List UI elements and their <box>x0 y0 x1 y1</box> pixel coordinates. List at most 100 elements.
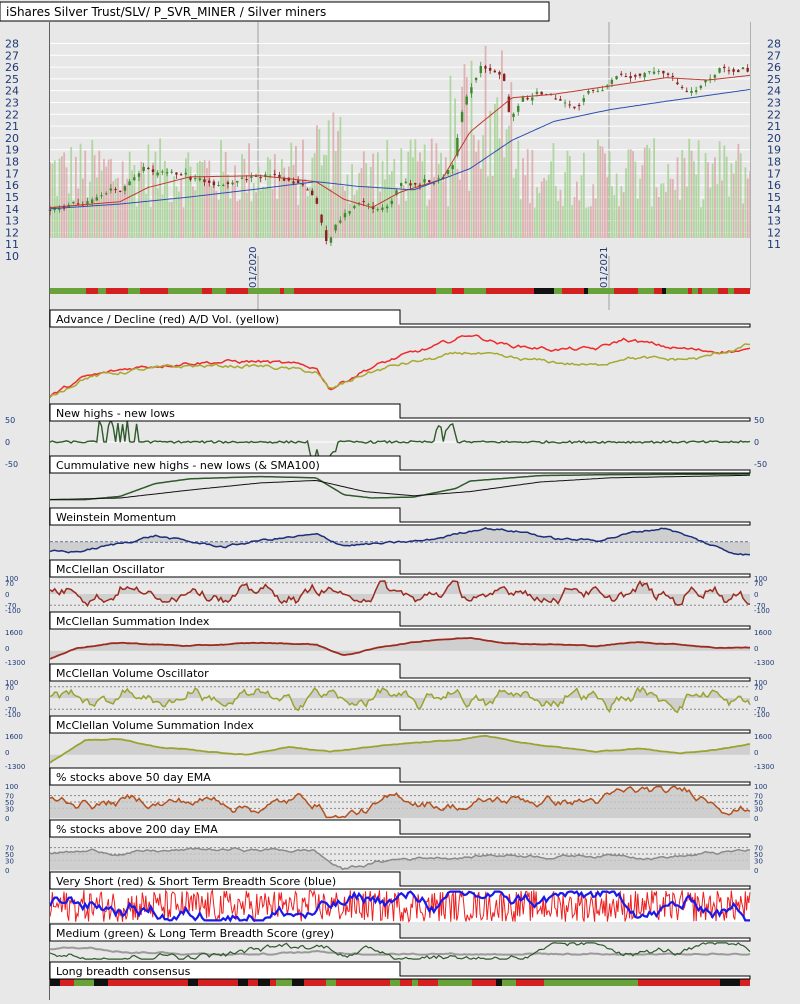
candle-body <box>680 86 684 88</box>
candle-body <box>488 67 492 71</box>
new-highs-tick-right: 0 <box>754 438 759 447</box>
volume-bar <box>585 207 588 238</box>
oscillator-tick-left: 70 <box>5 684 14 692</box>
percent-tick-left: 0 <box>5 815 9 823</box>
oscillator-tick-left: 0 <box>5 591 9 599</box>
price-tick-label-left: 25 <box>5 73 19 86</box>
volume-bar <box>241 154 243 238</box>
panel-6-title-tab <box>49 611 751 630</box>
short-term-line <box>48 889 750 923</box>
volume-bar <box>561 205 564 238</box>
price-tick-label-left: 12 <box>5 226 19 239</box>
panel-9-title-tab <box>49 767 751 786</box>
trend-colour-band-cell <box>212 288 216 294</box>
volume-bar <box>519 199 522 238</box>
oscillator-tick-right: -100 <box>754 711 770 719</box>
trend-colour-band-cell <box>666 288 688 294</box>
oscillator-tick-right: 0 <box>754 591 758 599</box>
candle-body <box>470 87 473 94</box>
consensus-band-cell <box>108 978 114 986</box>
candle-body <box>732 69 735 72</box>
volume-bar <box>323 154 325 238</box>
percent-tick-left: 0 <box>5 867 9 875</box>
volume-bar <box>472 135 475 238</box>
candle-body <box>245 179 248 181</box>
price-tick-label-right: 18 <box>767 156 781 169</box>
volume-bar <box>126 178 129 238</box>
volume-bar <box>639 178 641 238</box>
series-layer <box>48 61 751 986</box>
summation-tick-right: 1600 <box>754 733 772 741</box>
volume-bar <box>398 204 400 238</box>
candle-body <box>198 178 202 181</box>
trend-colour-band-cell <box>618 288 638 294</box>
candle-body <box>643 73 646 78</box>
trend-colour-band-cell <box>248 288 266 294</box>
oscillator-tick-left: -100 <box>5 607 21 615</box>
price-tick-label-right: 12 <box>767 226 781 239</box>
volume-bar <box>189 166 192 238</box>
volume-bar <box>547 174 550 238</box>
panel-10-title: % stocks above 200 day EMA <box>56 823 218 836</box>
trend-colour-band-cell <box>308 288 326 294</box>
percent-tick-right: 70 <box>754 845 763 853</box>
candle-body <box>339 220 342 223</box>
consensus-band-cell <box>114 978 124 986</box>
candle-body <box>418 184 422 186</box>
percent-tick-right: 0 <box>754 815 758 823</box>
volume-bar <box>494 103 496 239</box>
volume-bar <box>53 160 56 238</box>
consensus-band-cell <box>496 978 502 986</box>
trend-colour-band-cell <box>140 288 148 294</box>
volume-bar <box>400 148 403 238</box>
volume-bar <box>657 196 660 238</box>
candle-body <box>442 176 445 179</box>
volume-bar <box>327 120 330 238</box>
volume-bar <box>505 129 508 238</box>
volume-bar <box>716 183 719 238</box>
volume-bar <box>257 167 260 238</box>
candle-body <box>737 69 740 73</box>
consensus-band-cell <box>578 978 588 986</box>
candle-body <box>451 165 454 170</box>
candle-body <box>133 177 136 181</box>
volume-bar <box>131 170 133 238</box>
volume-bar <box>341 186 344 238</box>
price-tick-label-left: 19 <box>5 144 19 157</box>
trend-colour-band-cell <box>128 288 140 294</box>
volume-bar <box>273 154 276 238</box>
trend-colour-band-cell <box>326 288 338 294</box>
volume-bar <box>93 155 96 238</box>
volume-bar <box>271 188 274 238</box>
consensus-band-cell <box>74 978 94 986</box>
volume-bar <box>299 180 302 238</box>
volume-bar <box>484 45 487 238</box>
volume-bar <box>693 161 695 238</box>
volume-bar <box>669 178 672 238</box>
consensus-band-cell <box>528 978 532 986</box>
candle-body <box>390 200 394 204</box>
volume-bar <box>496 97 499 238</box>
volume-bar <box>660 183 663 238</box>
candle-body <box>460 112 464 122</box>
candle-body <box>399 183 403 186</box>
volume-bar <box>367 185 370 238</box>
volume-bar <box>402 185 405 238</box>
volume-bar <box>517 140 520 238</box>
new-highs-tick-right: -50 <box>754 460 767 469</box>
volume-bar <box>594 198 597 238</box>
candle-body <box>189 176 192 180</box>
volume-bar <box>707 162 709 238</box>
header-title-box <box>0 1 550 22</box>
volume-bar <box>725 156 728 238</box>
volume-bar <box>538 193 541 238</box>
volume-bar <box>290 142 293 238</box>
candle-body <box>240 177 244 179</box>
candle-body <box>348 211 351 214</box>
volume-bar <box>199 160 201 238</box>
trend-colour-band-cell <box>718 288 728 294</box>
volume-bar <box>508 125 510 238</box>
trend-colour-band-cell <box>728 288 734 294</box>
consensus-band-cell <box>304 978 322 986</box>
volume-bar <box>360 168 363 238</box>
